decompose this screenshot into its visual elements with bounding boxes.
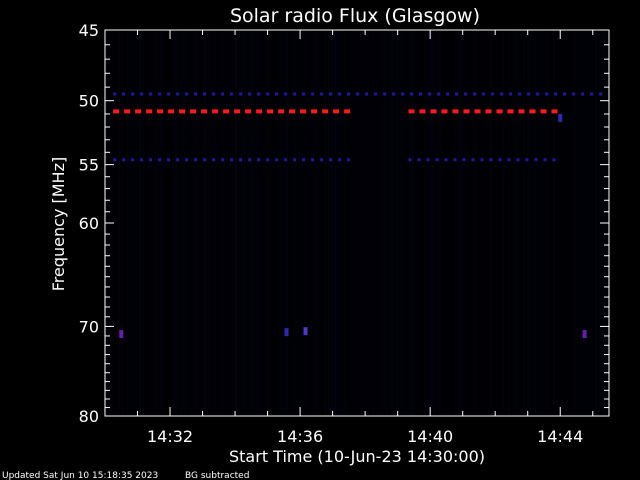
y-tick-label: 80 — [79, 407, 99, 426]
y-axis: 45 50 55 60 70 80 — [79, 21, 609, 426]
x-tick-label: 14:32 — [147, 427, 193, 446]
y-tick-label: 45 — [79, 21, 99, 40]
emission-spot-5 — [558, 113, 563, 122]
x-axis: 14:32 14:36 14:40 14:44 — [104, 30, 594, 446]
emission-spot-1 — [119, 330, 124, 339]
x-tick-label: 14:40 — [407, 427, 453, 446]
y-tick-label: 50 — [79, 92, 99, 111]
footer-note: BG subtracted — [185, 471, 249, 480]
x-tick-label: 14:36 — [277, 427, 323, 446]
y-axis-label: Frequency [MHz] — [49, 157, 68, 291]
emission-spot-3 — [303, 327, 308, 336]
y-tick-label: 55 — [79, 156, 99, 175]
x-tick-label: 14:44 — [537, 427, 583, 446]
emission-spot-2 — [284, 328, 289, 337]
x-axis-label: Start Time (10-Jun-23 14:30:00) — [229, 447, 485, 466]
footer-updated: Updated Sat Jun 10 15:18:35 2023 — [2, 471, 158, 480]
plot-area — [106, 31, 609, 415]
y-tick-label: 60 — [79, 214, 99, 233]
chart-title: Solar radio Flux (Glasgow) — [230, 5, 480, 27]
emission-spot-4 — [582, 330, 587, 339]
y-tick-label: 70 — [79, 317, 99, 336]
